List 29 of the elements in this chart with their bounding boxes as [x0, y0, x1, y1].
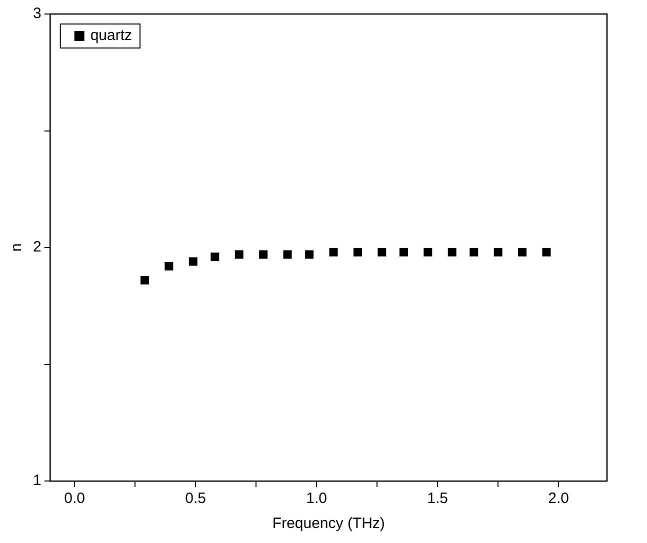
legend-label: quartz: [90, 27, 132, 44]
point: [164, 262, 174, 270]
y-tick-label: 1: [33, 472, 42, 490]
x-tick-label: 0.5: [185, 490, 206, 508]
point: [259, 250, 268, 259]
point: [542, 248, 551, 256]
point: [518, 248, 527, 256]
point: [353, 248, 362, 256]
y-tick-label: 3: [33, 5, 42, 22]
x-tick-label: 1.5: [427, 490, 448, 508]
point: [305, 250, 314, 259]
point: [283, 250, 292, 259]
y-axis-title: n: [8, 243, 26, 252]
point: [140, 276, 149, 284]
point: [188, 257, 198, 266]
x-axis-title: Frequency (THz): [272, 515, 385, 532]
point: [448, 248, 456, 256]
point: [494, 248, 502, 256]
y-tick-label: 2: [33, 238, 42, 256]
x-tick-label: 1.0: [306, 490, 327, 508]
point: [234, 250, 244, 259]
point: [399, 248, 408, 256]
point: [470, 248, 478, 256]
x-tick-label: 2.0: [548, 490, 570, 508]
point: [329, 248, 338, 256]
point: [424, 248, 432, 256]
point: [210, 252, 220, 262]
point: [378, 248, 386, 256]
x-tick-label: 0.0: [64, 490, 85, 508]
